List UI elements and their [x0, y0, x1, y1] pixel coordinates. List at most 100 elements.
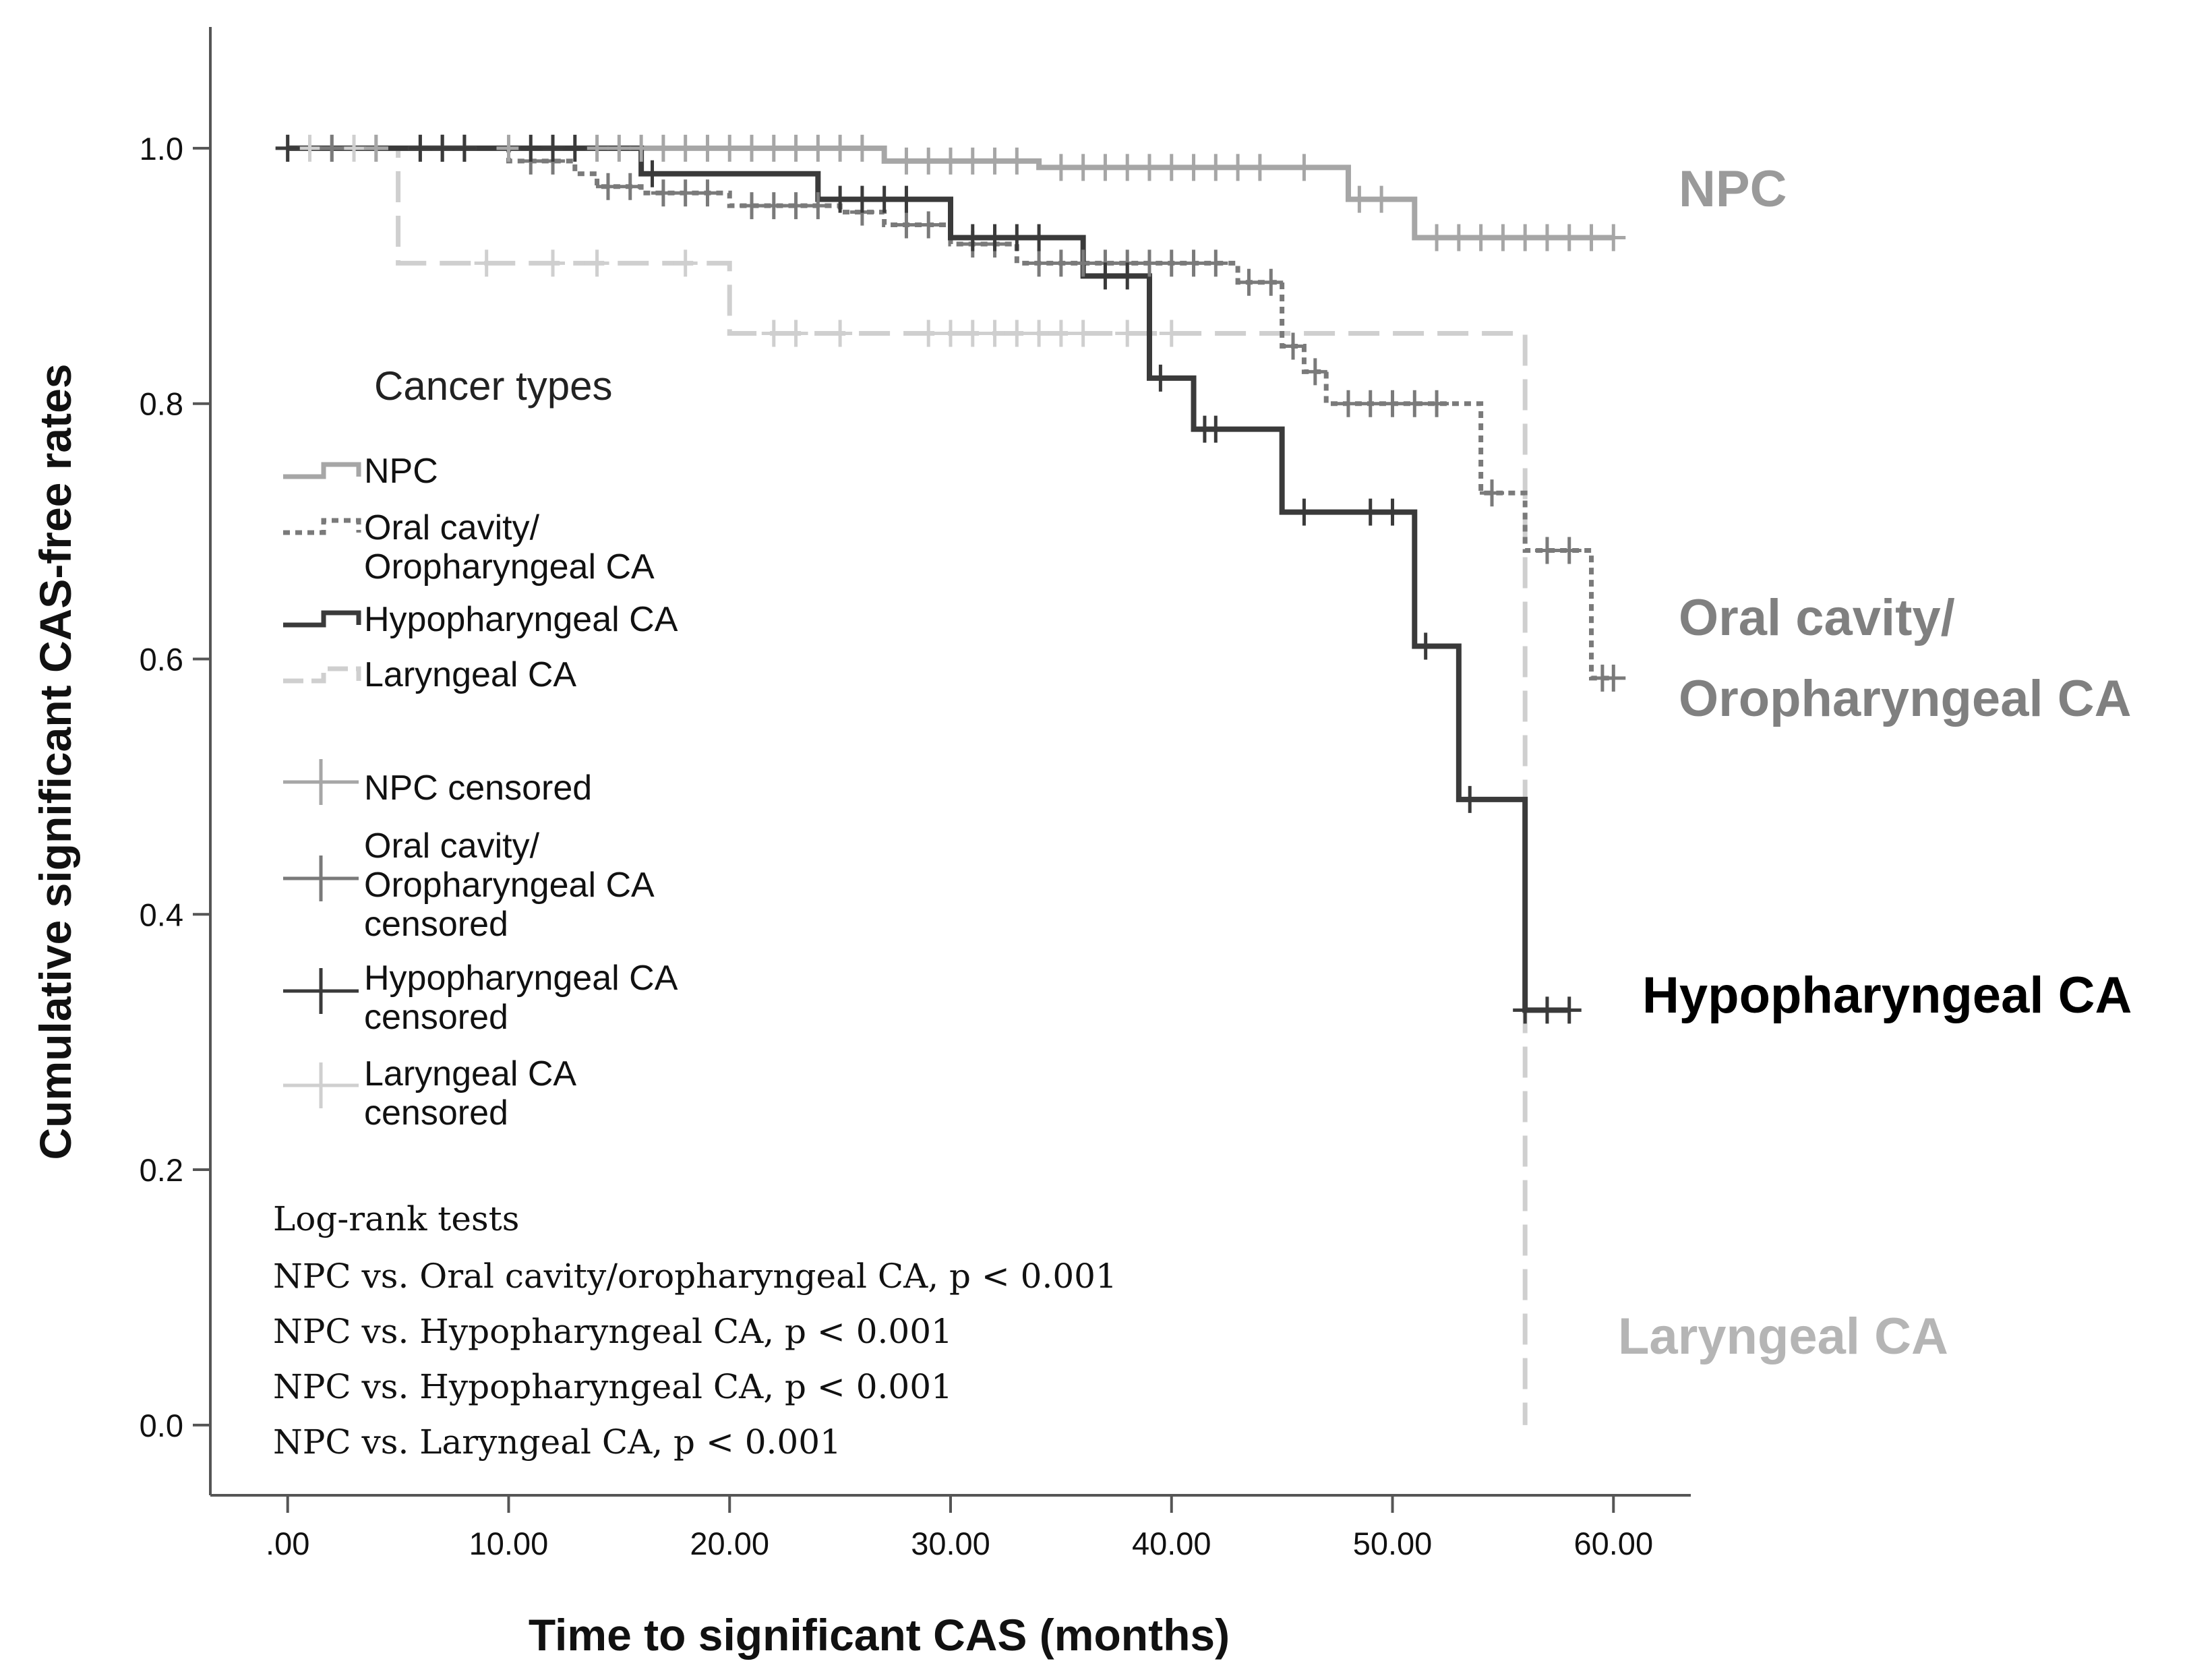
censor-mark-laryngeal-ca: [1004, 320, 1029, 347]
censor-mark-npc: [1093, 154, 1118, 181]
series-label-oral-cavity-oropharyngeal-ca: Oral cavity/: [1679, 589, 1955, 647]
x-tick-label: .00: [266, 1526, 309, 1561]
censor-mark-npc: [1071, 154, 1096, 181]
censor-mark-npc: [849, 134, 874, 162]
censor-mark-npc: [740, 134, 764, 162]
legend-censor-label-hypopharyngeal-ca: Hypopharyngeal CA: [364, 959, 678, 998]
censor-mark-laryngeal-ca: [828, 320, 853, 347]
axis-ticks: 0.0 0.2 0.4 0.6 0.8 1.0 .00 10.00 20.00 30.00 40.0…: [140, 131, 1653, 1561]
censor-mark-hypopharyngeal-ca: [872, 185, 897, 213]
censor-mark-laryngeal-ca: [938, 320, 963, 347]
censor-mark-npc: [1203, 154, 1228, 181]
censor-mark-npc: [1534, 224, 1559, 251]
censor-mark-laryngeal-ca: [474, 249, 499, 277]
censor-mark-oral-cavity-oropharyngeal-ca: [651, 179, 676, 207]
log-rank-line: NPC vs. Oral cavity/oropharyngeal CA, p …: [273, 1257, 1117, 1296]
censor-mark-npc: [1292, 154, 1317, 181]
log-rank-annotation: Log-rank tests NPC vs. Oral cavity/oroph…: [273, 1199, 1117, 1462]
censor-mark-laryngeal-ca: [1027, 320, 1052, 347]
censor-mark-laryngeal-ca: [916, 320, 941, 347]
censor-mark-hypopharyngeal-ca: [1115, 262, 1140, 290]
censor-mark-laryngeal-ca: [783, 320, 808, 347]
y-tick-label: 0.8: [140, 386, 183, 422]
censor-mark-npc: [1247, 154, 1272, 181]
censor-mark-npc: [1159, 154, 1184, 181]
censor-mark-hypopharyngeal-ca: [1513, 996, 1538, 1024]
censor-mark-oral-cavity-oropharyngeal-ca: [673, 179, 698, 207]
censor-mark-oral-cavity-oropharyngeal-ca: [1236, 268, 1261, 296]
censor-mark-npc: [982, 147, 1007, 175]
censor-mark-hypopharyngeal-ca: [960, 224, 985, 251]
censor-mark-hypopharyngeal-ca: [1292, 498, 1317, 526]
censor-mark-hypopharyngeal-ca: [1093, 262, 1118, 290]
x-tick-label: 40.00: [1132, 1526, 1211, 1561]
censor-mark-laryngeal-ca: [541, 249, 566, 277]
censor-mark-npc: [673, 134, 698, 162]
censor-mark-npc: [938, 147, 963, 175]
censor-mark-npc: [761, 134, 786, 162]
censor-mark-npc: [1347, 185, 1372, 213]
censor-mark-npc: [1579, 224, 1604, 251]
censor-mark-npc: [1513, 224, 1538, 251]
censor-mark-hypopharyngeal-ca: [1148, 364, 1173, 392]
censor-mark-npc: [916, 147, 941, 175]
censor-mark-npc: [1446, 224, 1471, 251]
censor-mark-oral-cavity-oropharyngeal-ca: [916, 211, 941, 239]
censor-mark-hypopharyngeal-ca: [275, 134, 300, 162]
censor-mark-hypopharyngeal-ca: [1027, 224, 1052, 251]
censor-mark-hypopharyngeal-ca: [1557, 996, 1582, 1024]
censor-mark-npc: [783, 134, 808, 162]
legend-censor-swatch-hypopharyngeal-ca: [283, 968, 359, 1014]
legend-censor-swatch-npc: [283, 759, 359, 805]
x-tick-label: 60.00: [1573, 1526, 1653, 1561]
censor-mark-npc: [1137, 154, 1162, 181]
censor-mark-npc: [1601, 224, 1626, 251]
censor-mark-npc: [806, 134, 831, 162]
legend-swatch-laryngeal-ca: [283, 666, 361, 684]
legend-censor-label-npc: NPC censored: [364, 769, 592, 808]
censor-mark-laryngeal-ca: [1048, 320, 1073, 347]
censor-mark-oral-cavity-oropharyngeal-ca: [1181, 249, 1206, 277]
censor-mark-laryngeal-ca: [960, 320, 985, 347]
censor-mark-oral-cavity-oropharyngeal-ca: [1402, 390, 1427, 417]
censor-mark-laryngeal-ca: [982, 320, 1007, 347]
legend-censor-swatch-oral-cavity-oropharyngeal-ca: [283, 856, 359, 901]
x-tick-label: 30.00: [911, 1526, 990, 1561]
legend-swatch-oral-cavity-oropharyngeal-ca: [283, 518, 361, 535]
censor-mark-laryngeal-ca: [584, 249, 609, 277]
censor-mark-hypopharyngeal-ca: [982, 224, 1007, 251]
legend-censor-label-hypopharyngeal-ca: censored: [364, 998, 508, 1037]
censor-mark-hypopharyngeal-ca: [452, 134, 477, 162]
series-label-hypopharyngeal-ca: Hypopharyngeal CA: [1642, 967, 2132, 1024]
censor-mark-hypopharyngeal-ca: [1380, 498, 1405, 526]
series-end-labels: NPC Oral cavity/Oropharyngeal CA Hypophary…: [1618, 160, 2132, 1365]
censor-mark-oral-cavity-oropharyngeal-ca: [1336, 390, 1360, 417]
censor-mark-npc: [1468, 224, 1493, 251]
legend-label-hypopharyngeal-ca: Hypopharyngeal CA: [364, 600, 678, 639]
censor-mark-hypopharyngeal-ca: [894, 185, 919, 213]
x-tick-label: 50.00: [1353, 1526, 1433, 1561]
censor-mark-npc: [695, 134, 720, 162]
y-tick-label: 0.0: [140, 1408, 183, 1443]
censor-mark-hypopharyngeal-ca: [541, 134, 566, 162]
censor-mark-hypopharyngeal-ca: [828, 185, 853, 213]
censor-mark-oral-cavity-oropharyngeal-ca: [1302, 358, 1327, 386]
censor-mark-hypopharyngeal-ca: [518, 134, 543, 162]
censor-mark-oral-cavity-oropharyngeal-ca: [1137, 249, 1162, 277]
censor-mark-hypopharyngeal-ca: [408, 134, 433, 162]
censor-mark-npc: [1004, 147, 1029, 175]
legend-swatch-hypopharyngeal-ca: [283, 610, 361, 628]
legend-label-laryngeal-ca: Laryngeal CA: [364, 655, 576, 694]
censor-mark-oral-cavity-oropharyngeal-ca: [761, 192, 786, 220]
censor-mark-oral-cavity-oropharyngeal-ca: [695, 179, 720, 207]
censor-mark-npc: [1181, 154, 1206, 181]
censor-mark-laryngeal-ca: [342, 134, 367, 162]
x-tick-label: 20.00: [690, 1526, 769, 1561]
legend-censor-label-oral-cavity-oropharyngeal-ca: Oropharyngeal CA: [364, 866, 655, 905]
censor-mark-oral-cavity-oropharyngeal-ca: [595, 173, 620, 200]
censor-mark-npc: [1226, 154, 1251, 181]
legend-censor-label-laryngeal-ca: Laryngeal CA: [364, 1054, 576, 1093]
censor-mark-npc: [607, 134, 632, 162]
censor-mark-oral-cavity-oropharyngeal-ca: [806, 192, 831, 220]
